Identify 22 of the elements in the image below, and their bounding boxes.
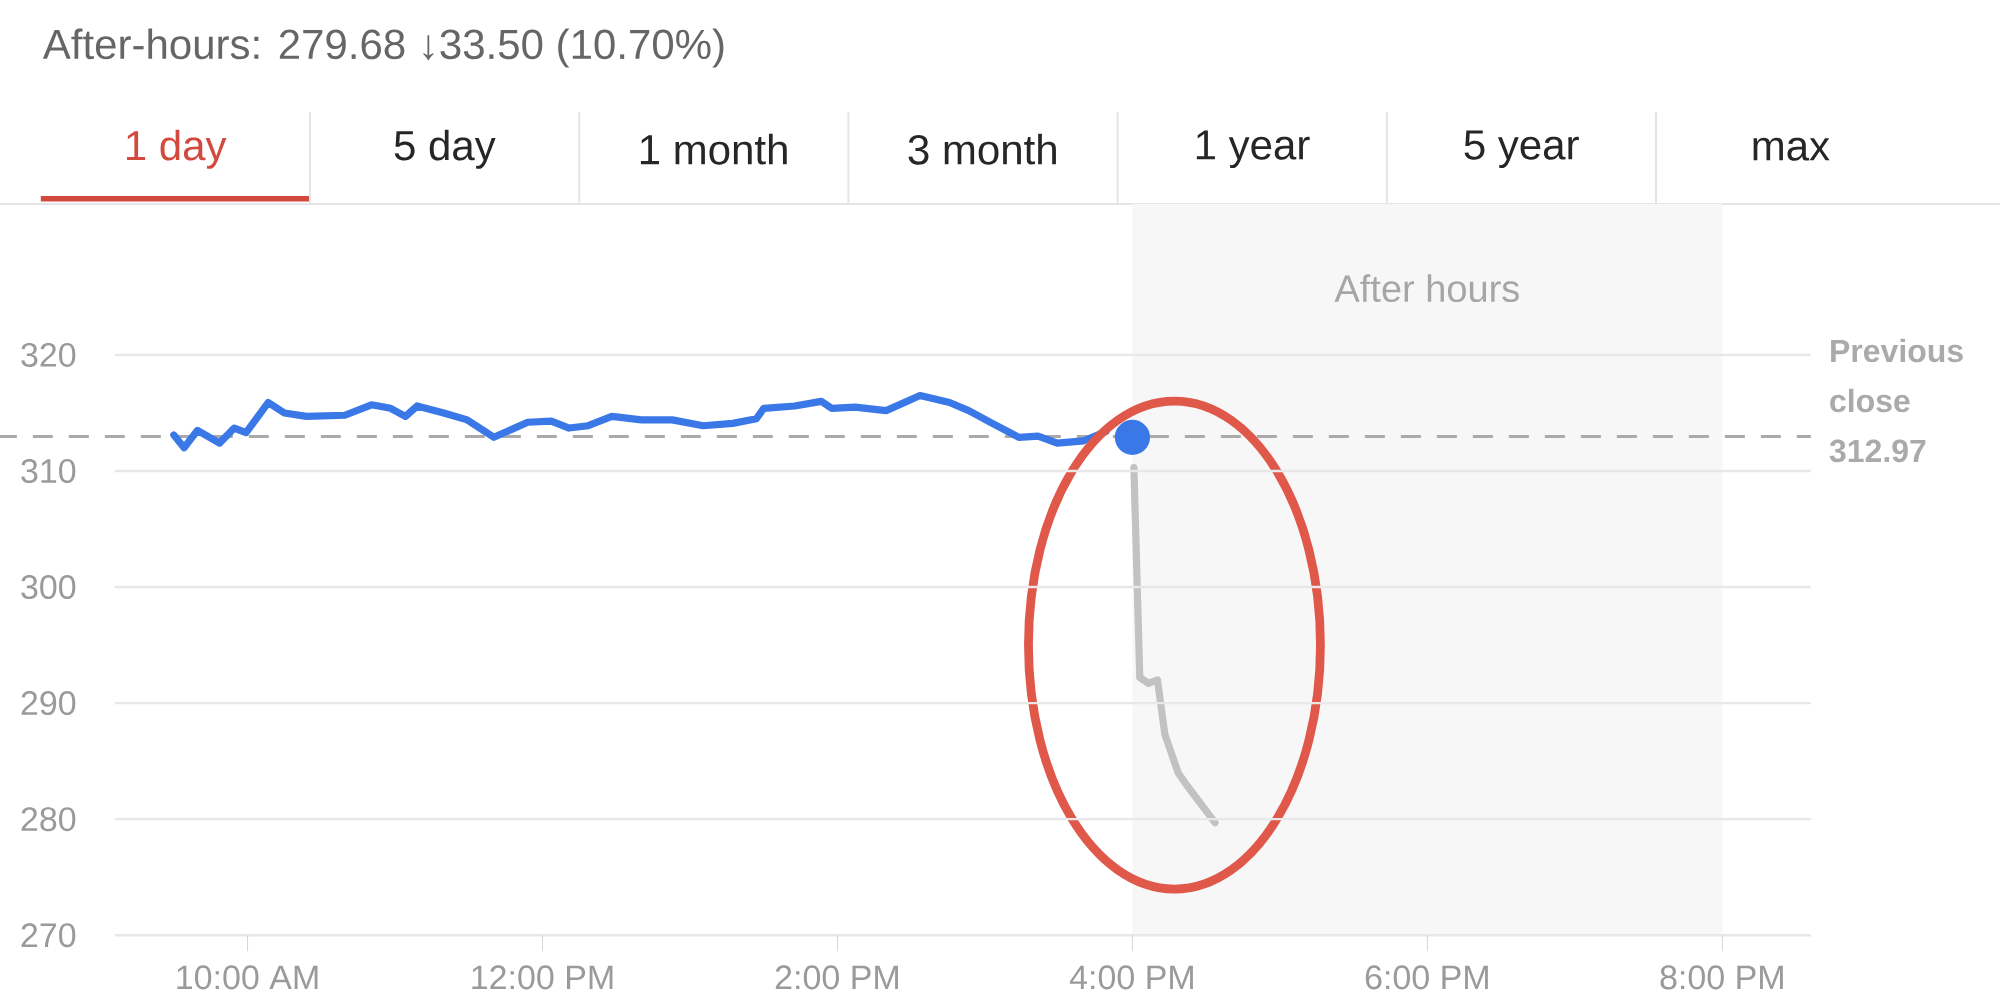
band-label: After hours bbox=[1334, 274, 1519, 303]
y-tick-label: 320 bbox=[21, 342, 76, 367]
text: 3 month bbox=[908, 133, 1056, 165]
y-tick-label: 270 bbox=[21, 923, 76, 948]
y-tick-label: 310 bbox=[21, 458, 76, 483]
text: max bbox=[1753, 137, 1830, 161]
y-tick-label: 290 bbox=[21, 691, 76, 716]
x-tick-label: 4:00 PM bbox=[1069, 965, 1193, 990]
x-tick-label: 2:00 PM bbox=[775, 965, 898, 990]
text: 1 month bbox=[640, 133, 787, 165]
y-tick-label: 300 bbox=[21, 575, 76, 600]
text: 5 year bbox=[1464, 130, 1579, 169]
chart-subtitle: After-hours: 279.68 ↓33.50 (10.70%) bbox=[42, 28, 724, 68]
x-tick-label: 12:00 PM bbox=[472, 965, 613, 990]
text: 1 day bbox=[127, 129, 227, 169]
x-tick-label: 6:00 PM bbox=[1365, 965, 1488, 990]
ref-line-label: Previous close 312.97 bbox=[1829, 338, 1963, 463]
y-tick-label: 280 bbox=[21, 807, 76, 832]
text: 5 day bbox=[394, 129, 496, 169]
text: 1 year bbox=[1196, 130, 1310, 169]
x-tick-label: 8:00 PM bbox=[1660, 965, 1783, 990]
x-tick-label: 10:00 AM bbox=[177, 965, 318, 990]
